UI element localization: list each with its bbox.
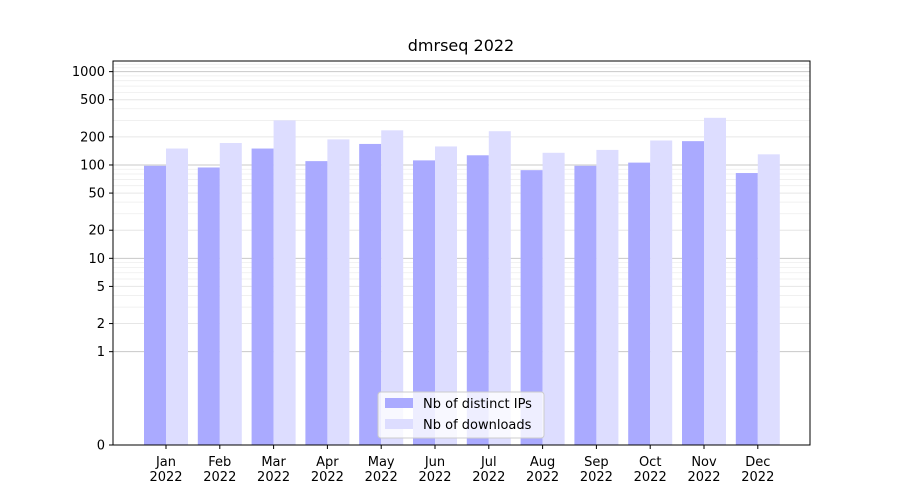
x-tick-label: Nov 2022 xyxy=(687,455,720,485)
y-tick-label: 50 xyxy=(88,187,105,202)
bar-distinct-ips xyxy=(735,173,758,445)
y-tick-label: 20 xyxy=(88,224,105,239)
x-tick-label: May 2022 xyxy=(365,455,398,485)
bar-downloads xyxy=(273,120,296,445)
bar-downloads xyxy=(435,146,457,445)
bar-downloads xyxy=(596,149,619,445)
x-axis: Jan 2022 Feb 2022 Mar 2022 Apr 2022 May 2022 Jun 20… xyxy=(149,445,774,485)
bar-distinct-ips xyxy=(466,155,489,446)
bar-downloads xyxy=(542,152,565,445)
x-tick-label: Apr 2022 xyxy=(311,455,344,485)
y-tick-label: 0 xyxy=(97,439,105,454)
legend-swatch-distinct-ips xyxy=(385,398,413,408)
y-tick-label: 200 xyxy=(80,130,105,145)
legend-label-downloads: Nb of downloads xyxy=(423,418,532,433)
chart-title: dmrseq 2022 xyxy=(408,36,514,55)
bar-distinct-ips xyxy=(574,165,597,446)
y-tick-label: 100 xyxy=(80,158,105,173)
x-tick-label: Oct 2022 xyxy=(634,455,667,485)
x-tick-label: Feb 2022 xyxy=(203,455,236,485)
y-tick-label: 1 xyxy=(97,345,105,360)
bar-distinct-ips xyxy=(413,160,435,445)
legend-swatch-downloads xyxy=(385,419,413,429)
bar-downloads xyxy=(757,154,780,445)
bar-downloads xyxy=(219,142,242,445)
legend-label-distinct-ips: Nb of distinct IPs xyxy=(423,397,532,412)
bar-distinct-ips xyxy=(628,162,651,445)
x-tick-label: Jul 2022 xyxy=(472,455,505,485)
bar-downloads xyxy=(650,140,673,445)
y-axis: 0 1 2 5 10 20 50 100 200 500 1000 xyxy=(72,65,113,454)
x-tick-label: Aug 2022 xyxy=(526,455,559,485)
bar-distinct-ips xyxy=(359,143,382,445)
bar-distinct-ips xyxy=(197,167,220,445)
x-tick-label: Jan 2022 xyxy=(149,455,182,485)
legend-box xyxy=(377,391,545,439)
x-tick-label: Sep 2022 xyxy=(580,455,613,485)
y-tick-label: 500 xyxy=(80,93,105,108)
bar-distinct-ips xyxy=(520,170,543,445)
plot-frame xyxy=(112,60,811,446)
bar-downloads xyxy=(381,130,404,445)
y-tick-label: 10 xyxy=(88,252,105,267)
bar-downloads xyxy=(327,139,350,445)
bar-distinct-ips xyxy=(682,141,704,445)
bars xyxy=(144,117,780,446)
bar-downloads xyxy=(488,131,511,445)
y-tick-label: 2 xyxy=(97,317,105,332)
x-tick-label: Jun 2022 xyxy=(418,455,451,485)
bar-downloads xyxy=(166,148,188,445)
legend: Nb of distinct IPs Nb of downloads xyxy=(377,391,545,439)
bar-distinct-ips xyxy=(251,148,274,445)
x-tick-label: Mar 2022 xyxy=(257,455,290,485)
y-tick-label: 1000 xyxy=(72,65,105,80)
x-tick-label: Dec 2022 xyxy=(741,455,774,485)
bar-distinct-ips xyxy=(305,161,328,446)
bar-distinct-ips xyxy=(144,165,166,446)
bar-downloads xyxy=(704,117,726,446)
y-tick-label: 5 xyxy=(97,280,105,295)
